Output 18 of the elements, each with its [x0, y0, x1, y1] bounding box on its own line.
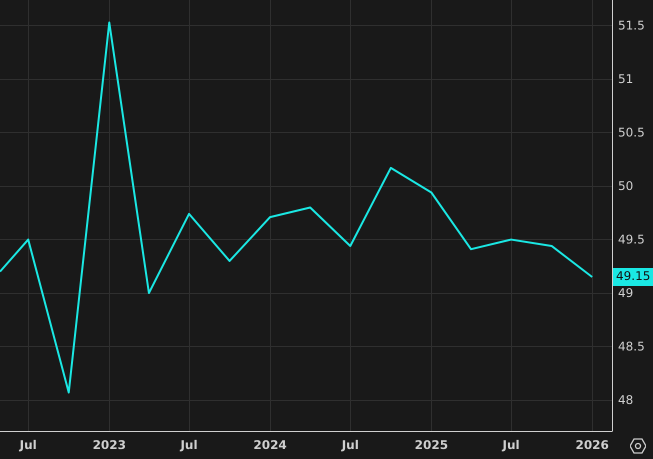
y-tick-label: 48.5 — [618, 340, 645, 354]
y-tick-label: 50.5 — [618, 126, 645, 140]
x-tick-label: 2025 — [414, 438, 448, 452]
x-tick-label: Jul — [502, 438, 520, 452]
x-tick-label: 2026 — [575, 438, 609, 452]
x-tick-label: Jul — [340, 438, 359, 452]
y-tick-label: 51 — [618, 72, 634, 86]
y-tick-label: 49.5 — [618, 232, 645, 247]
y-tick-label: 50 — [618, 179, 634, 194]
y-tick-label: 49 — [618, 286, 634, 300]
x-tick-label: Jul — [179, 438, 198, 452]
annotation: 49.15 — [616, 268, 650, 283]
x-tick-label: Jul — [18, 438, 37, 452]
x-tick-label: 2023 — [92, 438, 126, 452]
y-tick-label: 48 — [618, 392, 634, 407]
x-tick-label: 2024 — [253, 438, 287, 452]
y-tick-label: 51.5 — [618, 18, 645, 33]
line-series — [0, 21, 594, 394]
